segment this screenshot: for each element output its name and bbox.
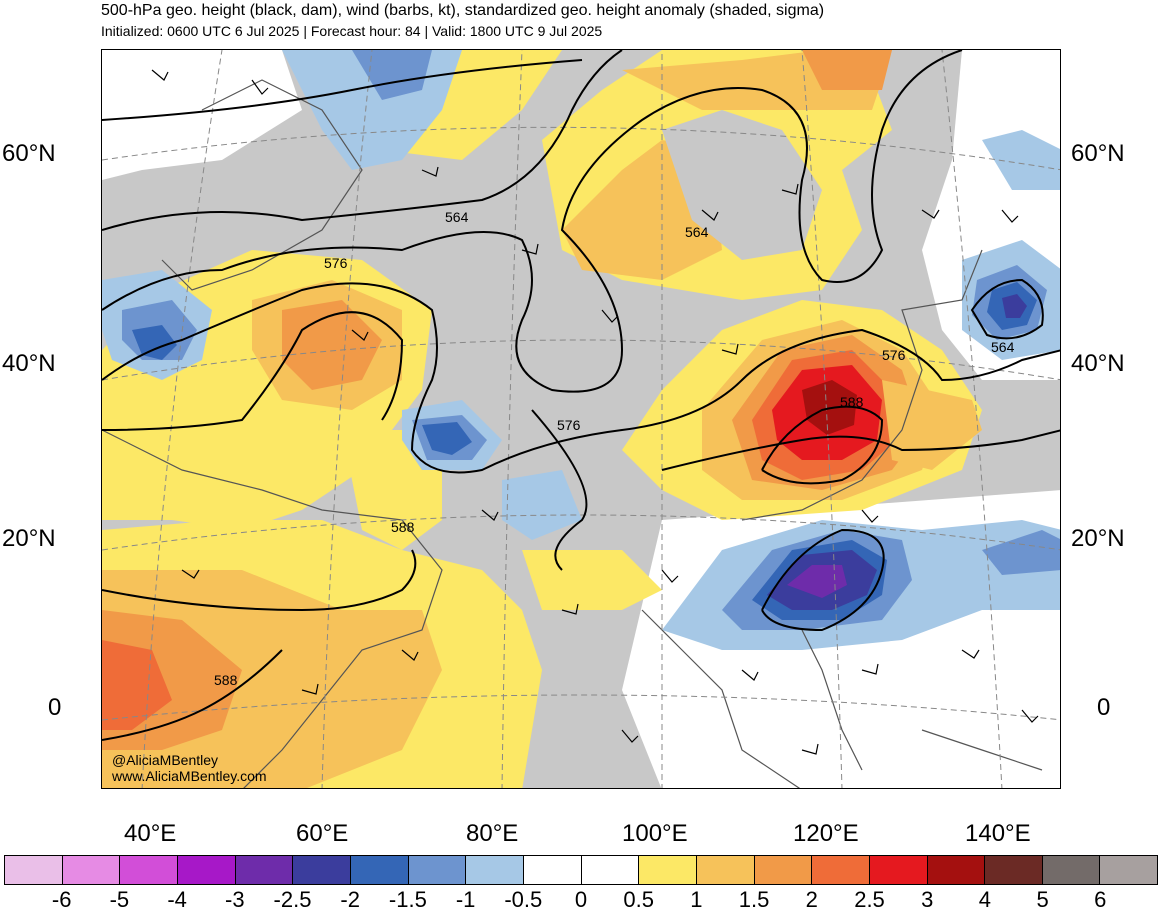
colorbar-tick-label: 1 xyxy=(690,887,703,912)
graticule xyxy=(102,50,1060,788)
wind-barbs xyxy=(151,69,1039,755)
negative-anomaly-region xyxy=(502,470,582,540)
chart-subtitle: Initialized: 0600 UTC 6 Jul 2025 | Forec… xyxy=(101,23,603,39)
contour-label: 588 xyxy=(214,672,238,688)
colorbar-tick-label: 0 xyxy=(574,887,588,912)
colorbar-swatch xyxy=(5,856,63,884)
contour-label: 588 xyxy=(391,519,415,535)
forecast-map: 564 564 564 576 576 576 588 588 588 xyxy=(101,49,1061,789)
colorbar-swatch xyxy=(408,856,467,884)
colorbar-tick-label: -3 xyxy=(225,887,245,912)
lat-label-left: 60°N xyxy=(2,140,56,167)
colorbar-tick-label: -6 xyxy=(51,887,72,912)
colorbar-tick-label: 3 xyxy=(921,887,934,912)
coastline xyxy=(801,629,863,771)
colorbar-tick-label: 2 xyxy=(805,887,818,912)
positive-anomaly-region xyxy=(382,50,562,160)
lon-label: 40°E xyxy=(124,820,177,847)
negative-anomaly-region xyxy=(787,565,847,598)
credit-url: www.AliciaMBentley.com xyxy=(112,768,267,784)
colorbar-tick-label: -2.5 xyxy=(273,887,312,912)
colorbar-swatch xyxy=(812,856,870,884)
positive-anomaly-region xyxy=(282,300,382,390)
colorbar-tick-label: -2 xyxy=(340,887,360,912)
lat-label-left: 20°N xyxy=(2,525,56,552)
colorbar-tick-label: 0.5 xyxy=(623,887,654,912)
colorbar xyxy=(4,855,1158,885)
colorbar-swatch xyxy=(177,856,236,884)
colorbar-swatch xyxy=(985,856,1043,884)
lat-label-right: 40°N xyxy=(1071,350,1125,377)
colorbar-swatch xyxy=(639,856,697,884)
credit-handle: @AliciaMBentley xyxy=(112,752,219,768)
colorbar-swatch xyxy=(350,856,409,884)
coastline xyxy=(921,729,1043,771)
negative-anomaly-region xyxy=(132,325,177,360)
colorbar-tick-label: -4 xyxy=(167,887,187,912)
contour-label: 588 xyxy=(840,394,864,410)
coastline xyxy=(641,609,801,788)
lon-label: 60°E xyxy=(296,820,349,847)
height-contours xyxy=(102,50,1060,741)
colorbar-swatch xyxy=(1100,856,1158,884)
colorbar-swatch xyxy=(754,856,813,884)
colorbar-swatch xyxy=(235,856,294,884)
chart-title: 500-hPa geo. height (black, dam), wind (… xyxy=(101,2,825,19)
colorbar-ticks: -6 -5 -4 -3 -2.5 -2 -1.5 -1 -0.5 0 0.5 1 1.5 2 2.5 3 4 5 6 xyxy=(4,887,1158,913)
contour-label: 564 xyxy=(445,209,469,225)
lat-label-right: 20°N xyxy=(1071,525,1125,552)
lon-label: 80°E xyxy=(466,820,519,847)
negative-anomaly-region xyxy=(982,530,1060,575)
colorbar-tick-label: -0.5 xyxy=(504,887,543,912)
colorbar-tick-label: -5 xyxy=(109,887,130,912)
lat-label-left: 40°N xyxy=(2,350,56,377)
negative-anomaly-region xyxy=(422,422,472,455)
negative-anomaly-region xyxy=(982,130,1060,190)
colorbar-swatch xyxy=(62,856,121,884)
coastline xyxy=(741,249,983,521)
contour-label: 564 xyxy=(685,224,709,240)
coastline xyxy=(102,429,443,788)
contour-label: 576 xyxy=(882,347,906,363)
colorbar-tick-label: 1.5 xyxy=(738,887,770,912)
map-graphic: 564 564 564 576 576 576 588 588 588 xyxy=(102,50,1060,788)
positive-anomaly-region xyxy=(802,50,892,90)
colorbar-tick-label: 4 xyxy=(978,887,992,912)
lat-label-right: 60°N xyxy=(1071,140,1125,167)
anomaly-neutral-region xyxy=(102,50,302,180)
colorbar-tick-label: 6 xyxy=(1094,887,1107,912)
lat-label-right: 0 xyxy=(1097,694,1111,721)
colorbar-swatch xyxy=(466,856,524,884)
negative-anomaly-region xyxy=(1002,294,1027,318)
contour-label: 576 xyxy=(324,255,348,271)
coastline xyxy=(161,79,363,291)
colorbar-swatch xyxy=(293,856,351,884)
contour-label: 576 xyxy=(557,417,581,433)
contour-label: 564 xyxy=(991,339,1015,355)
colorbar-swatch xyxy=(869,856,928,884)
colorbar-tick-label: -1 xyxy=(455,887,476,912)
colorbar-swatch xyxy=(120,856,178,884)
lon-label: 140°E xyxy=(965,820,1031,847)
neutral-anomaly-region xyxy=(662,110,822,260)
colorbar-tick-label: -1.5 xyxy=(388,887,427,912)
lat-label-left: 0 xyxy=(48,694,62,721)
lon-label: 100°E xyxy=(622,820,688,847)
colorbar-swatch xyxy=(1042,856,1101,884)
colorbar-swatch xyxy=(581,856,640,884)
positive-anomaly-region xyxy=(102,640,172,730)
colorbar-tick-label: 2.5 xyxy=(854,887,885,912)
lon-label: 120°E xyxy=(793,820,859,847)
colorbar-tick-label: 5 xyxy=(1036,887,1049,912)
colorbar-swatch xyxy=(523,856,582,884)
colorbar-swatch xyxy=(927,856,986,884)
negative-anomaly-region xyxy=(352,50,432,100)
colorbar-swatch xyxy=(696,856,755,884)
credit-text: @AliciaMBentley www.AliciaMBentley.com xyxy=(112,752,267,784)
